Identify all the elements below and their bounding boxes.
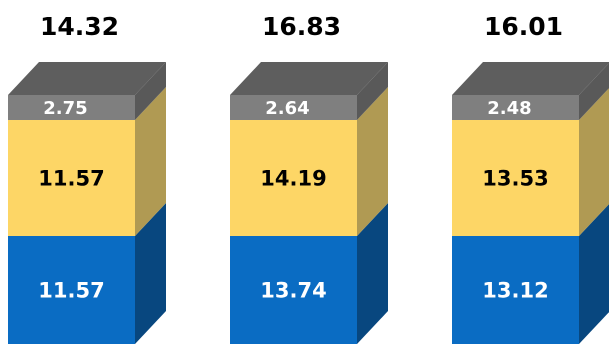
bar-2-top-side	[357, 62, 388, 120]
bar-group-2: 13.74 14.19 2.64 16.83	[230, 12, 388, 344]
bar-3-middle-segment	[452, 120, 579, 236]
bar-1-bottom-side	[135, 203, 166, 344]
bar-3-bottom-segment	[452, 236, 579, 344]
bar-3-bottom-value-label: 13.12	[482, 279, 548, 303]
bar-2-bottom-value-label: 13.74	[260, 279, 326, 303]
bar-3-bottom-side	[579, 204, 609, 344]
bar-2-middle-value-label: 14.19	[260, 167, 326, 191]
bar-2-bottom-segment	[230, 236, 357, 344]
bar-3-top-side	[579, 63, 609, 120]
bar-2-top-segment	[230, 95, 357, 120]
bar-1-top-value-label: 2.75	[43, 98, 87, 119]
bar-3-middle-value-label: 13.53	[482, 167, 548, 191]
bar-1-top-side	[135, 62, 166, 120]
bar-group-1: 11.57 11.57 2.75 14.32	[8, 12, 166, 344]
bar-1-total-label: 14.32	[40, 12, 119, 41]
bar-1-top-segment	[8, 95, 135, 120]
bar-1-middle-value-label: 11.57	[38, 167, 104, 191]
bar-2-total-label: 16.83	[262, 12, 341, 41]
bar-2-top-value-label: 2.64	[265, 98, 309, 119]
bar-1-top-face	[8, 62, 166, 95]
bar-2-middle-side	[357, 87, 388, 236]
bar-1-middle-side	[135, 87, 166, 236]
bar-1-bottom-segment	[8, 236, 135, 344]
bar-2-top-face	[230, 62, 388, 95]
bar-3-total-label: 16.01	[484, 12, 563, 41]
bar-2-middle-segment	[230, 120, 357, 236]
bar-group-3: 13.12 13.53 2.48 16.01	[452, 12, 609, 344]
bar-3-top-face	[452, 62, 609, 95]
bar-3-top-value-label: 2.48	[487, 98, 531, 119]
bar-1-middle-segment	[8, 120, 135, 236]
bar-2-bottom-side	[357, 203, 388, 344]
bar-1-bottom-value-label: 11.57	[38, 279, 104, 303]
bar-3-middle-side	[579, 88, 609, 236]
bar-3-top-segment	[452, 95, 579, 120]
